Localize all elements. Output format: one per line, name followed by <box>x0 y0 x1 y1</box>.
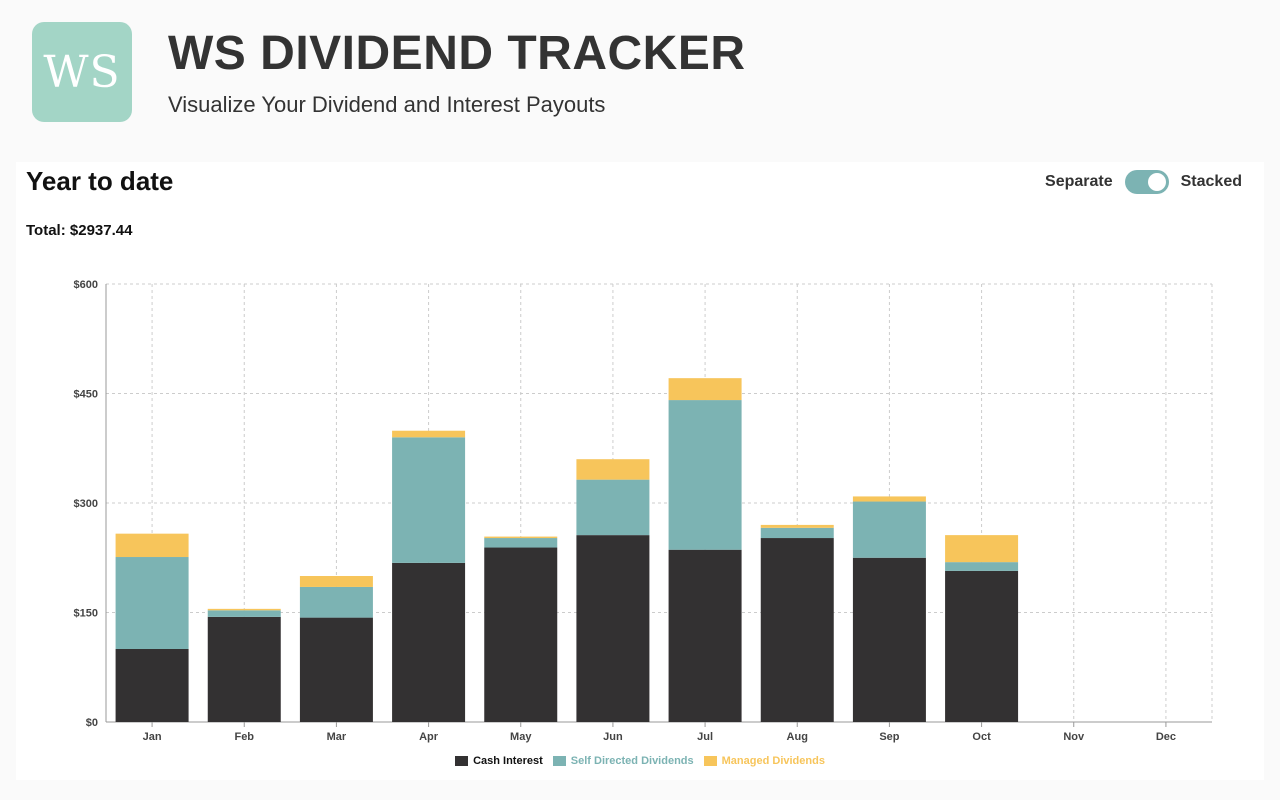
x-tick-label: Mar <box>327 731 347 743</box>
bar-oct-series-2 <box>945 535 1019 563</box>
bar-sep-series-2 <box>852 496 926 502</box>
bar-mar-series-0 <box>299 617 373 722</box>
total-amount: Total: $2937.44 <box>26 222 133 239</box>
app-logo: WS <box>32 22 132 122</box>
bar-feb-series-0 <box>207 616 281 722</box>
bar-sep-series-1 <box>852 501 926 558</box>
legend-swatch <box>552 756 566 766</box>
x-tick-label: Dec <box>1156 731 1176 743</box>
x-tick-label: Nov <box>1063 731 1085 743</box>
x-tick-label: Oct <box>972 731 991 743</box>
x-tick-label: Sep <box>879 731 899 743</box>
bar-mar-series-1 <box>299 586 373 618</box>
bar-apr-series-0 <box>392 562 466 722</box>
bar-jan-series-0 <box>115 649 189 722</box>
bar-aug-series-2 <box>760 524 834 528</box>
legend-item[interactable]: Managed Dividends <box>703 755 825 767</box>
view-toggle-group: Separate Stacked <box>1045 170 1242 194</box>
legend-label: Managed Dividends <box>721 755 825 767</box>
bar-apr-series-2 <box>392 430 466 438</box>
bar-aug-series-0 <box>760 538 834 722</box>
bar-jun-series-2 <box>576 459 650 480</box>
bar-sep-series-0 <box>852 557 926 722</box>
bar-mar-series-2 <box>299 576 373 587</box>
bar-may-series-2 <box>484 536 558 539</box>
x-tick-label: Jul <box>697 731 713 743</box>
bar-jul-series-2 <box>668 378 742 401</box>
x-tick-label: Feb <box>234 731 254 743</box>
bar-jan-series-2 <box>115 533 189 558</box>
bar-apr-series-1 <box>392 437 466 563</box>
stacked-toggle[interactable] <box>1124 170 1169 194</box>
app-title: WS DIVIDEND TRACKER <box>168 27 746 80</box>
x-tick-label: May <box>510 731 532 743</box>
x-tick-label: Jan <box>143 731 162 743</box>
separate-label[interactable]: Separate <box>1045 173 1113 190</box>
bar-oct-series-1 <box>945 562 1019 571</box>
panel-title: Year to date <box>26 166 174 196</box>
stacked-label[interactable]: Stacked <box>1180 173 1242 190</box>
y-tick-label: $450 <box>74 389 98 401</box>
x-tick-label: Jun <box>603 731 623 743</box>
legend-item[interactable]: Self Directed Dividends <box>552 755 694 767</box>
legend-label: Self Directed Dividends <box>570 755 694 767</box>
bar-jan-series-1 <box>115 557 189 649</box>
toggle-knob[interactable] <box>1147 173 1166 191</box>
legend-item[interactable]: Cash Interest <box>455 755 543 767</box>
bar-may-series-1 <box>484 538 558 548</box>
bar-jun-series-1 <box>576 479 650 536</box>
y-tick-label: $150 <box>74 608 98 620</box>
y-tick-label: $300 <box>74 498 98 510</box>
bar-feb-series-1 <box>207 610 281 617</box>
bar-jul-series-0 <box>668 549 742 722</box>
legend-label: Cash Interest <box>473 755 543 767</box>
chart-legend: Cash Interest Self Directed Dividends Mana… <box>0 755 1280 767</box>
x-tick-label: Apr <box>419 731 439 743</box>
y-tick-label: $0 <box>86 717 98 729</box>
bar-jun-series-0 <box>576 535 650 722</box>
y-tick-label: $600 <box>74 279 98 291</box>
bar-may-series-0 <box>484 547 558 722</box>
bar-aug-series-1 <box>760 527 834 539</box>
x-tick-label: Aug <box>787 731 808 743</box>
bar-oct-series-0 <box>945 570 1019 722</box>
app-subtitle: Visualize Your Dividend and Interest Pay… <box>168 92 606 117</box>
bar-feb-series-2 <box>207 608 281 611</box>
logo-text: WS <box>43 46 121 98</box>
legend-swatch <box>455 756 469 766</box>
legend-swatch <box>703 756 717 766</box>
bar-jul-series-1 <box>668 400 742 550</box>
